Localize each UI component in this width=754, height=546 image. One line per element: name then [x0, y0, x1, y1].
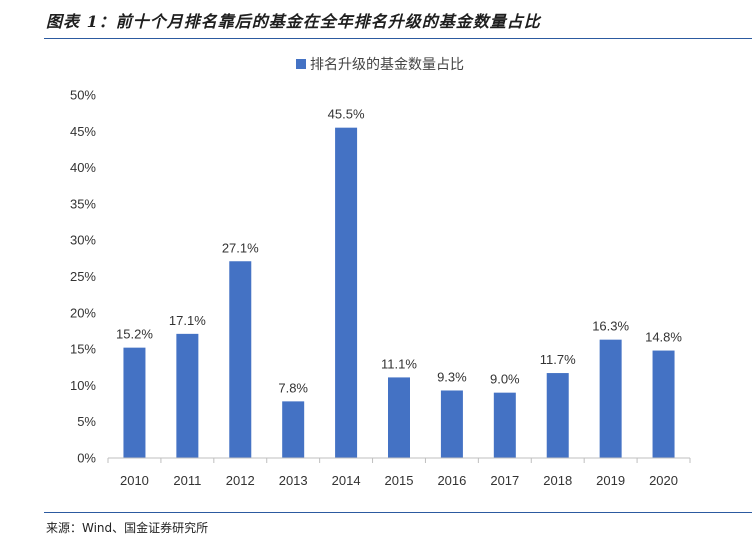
- y-tick-label: 15%: [70, 342, 96, 357]
- bar-2010: [123, 347, 146, 458]
- x-tick-label: 2015: [385, 473, 414, 488]
- y-tick-label: 10%: [70, 378, 96, 393]
- bar-2013: [282, 401, 305, 458]
- bar-2016: [440, 390, 463, 458]
- data-label-2012: 27.1%: [222, 240, 259, 255]
- data-label-2020: 14.8%: [645, 330, 682, 345]
- bars: 15.2% 17.1% 27.1% 7.8% 45.5% 11.1% 9.3% 9.0% 11.…: [116, 107, 682, 459]
- x-tick-label: 2017: [490, 473, 519, 488]
- bar-2015: [388, 377, 410, 458]
- bar-2014: [335, 127, 358, 459]
- data-label-2017: 9.0%: [490, 372, 520, 387]
- y-tick-label: 30%: [70, 233, 96, 248]
- data-label-2014: 45.5%: [328, 107, 365, 122]
- x-tick-label: 2011: [173, 473, 201, 488]
- bottom-rule: [44, 512, 752, 513]
- source-note: 来源：Wind、国金证券研究所: [46, 521, 209, 535]
- data-label-2015: 11.1%: [381, 356, 417, 371]
- x-tick-label: 2018: [543, 473, 572, 488]
- y-axis: 0% 5% 10% 15% 20% 25% 30% 35% 40% 45% 50%: [70, 88, 96, 466]
- bar-2020: [652, 350, 675, 458]
- x-tick-label: 2020: [649, 473, 678, 488]
- data-label-2011: 17.1%: [169, 313, 206, 328]
- y-tick-label: 25%: [70, 269, 96, 284]
- x-axis: 2010 2011 2012 2013 2014 2015 2016 2017 2018 2019…: [107, 457, 691, 488]
- x-tick-label: 2019: [596, 473, 625, 488]
- data-label-2013: 7.8%: [278, 380, 308, 395]
- top-rule: [44, 38, 752, 39]
- bar-2012: [229, 261, 252, 458]
- y-tick-label: 35%: [70, 196, 96, 211]
- legend-swatch: [296, 59, 306, 69]
- x-tick-label: 2016: [437, 473, 466, 488]
- y-tick-label: 0%: [77, 451, 96, 466]
- bar-2019: [599, 339, 622, 458]
- y-tick-label: 20%: [70, 305, 96, 320]
- x-tick-label: 2012: [226, 473, 255, 488]
- data-label-2019: 16.3%: [592, 319, 629, 334]
- figure-caption: 图表 1：前十个月排名靠后的基金在全年排名升级的基金数量占比: [46, 12, 541, 31]
- data-label-2010: 15.2%: [116, 327, 153, 342]
- data-label-2018: 11.7%: [540, 352, 576, 367]
- bar-2018: [546, 373, 569, 458]
- y-tick-label: 40%: [70, 160, 96, 175]
- bar-2011: [176, 333, 199, 458]
- x-tick-label: 2013: [279, 473, 308, 488]
- x-tick-label: 2010: [120, 473, 149, 488]
- y-tick-label: 50%: [70, 88, 96, 103]
- y-tick-label: 5%: [77, 414, 96, 429]
- y-tick-label: 45%: [70, 124, 96, 139]
- data-label-2016: 9.3%: [437, 369, 467, 384]
- legend: 排名升级的基金数量占比: [296, 56, 464, 73]
- x-tick-label: 2014: [332, 473, 361, 488]
- legend-label: 排名升级的基金数量占比: [310, 56, 464, 73]
- bar-2017: [493, 392, 516, 458]
